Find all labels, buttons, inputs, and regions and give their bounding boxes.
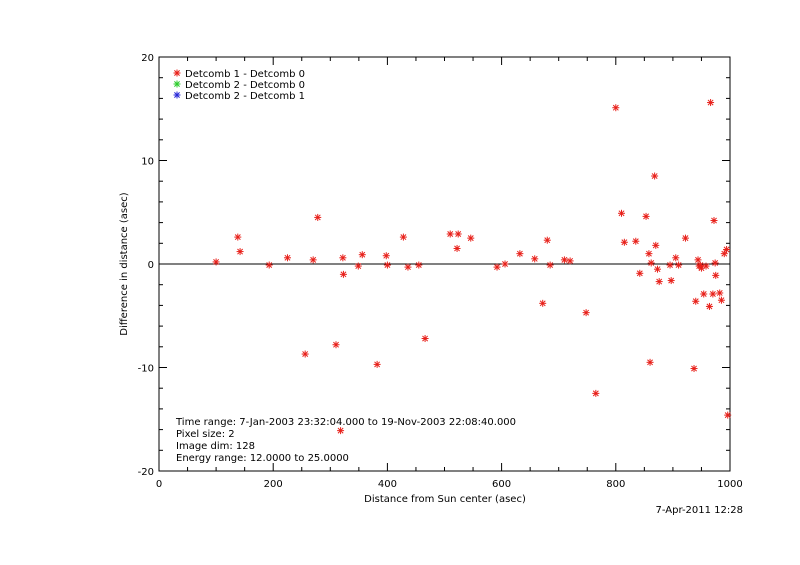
- data-point: [667, 277, 675, 285]
- x-tick-label: 1000: [717, 479, 742, 490]
- y-tick-label: -20: [138, 467, 154, 478]
- x-tick-label: 400: [378, 479, 397, 490]
- data-point: [373, 360, 381, 368]
- data-point: [234, 233, 242, 241]
- data-point: [415, 261, 423, 269]
- data-point: [446, 230, 454, 238]
- x-tick-label: 600: [492, 479, 511, 490]
- y-tick-label: 0: [148, 260, 154, 271]
- legend-label: Detcomb 1 - Detcomb 0: [185, 69, 305, 80]
- data-point: [566, 257, 574, 265]
- legend-marker: [173, 69, 181, 77]
- data-point: [531, 255, 539, 263]
- y-tick-label: 20: [141, 53, 154, 64]
- data-point: [582, 309, 590, 317]
- y-axis-title: Difference in distance (asec): [119, 192, 130, 335]
- data-point: [382, 252, 390, 260]
- y-tick-label: -10: [138, 364, 154, 375]
- legend-label: Detcomb 2 - Detcomb 1: [185, 91, 305, 102]
- data-point: [501, 260, 509, 268]
- data-point: [560, 256, 568, 264]
- data-point: [493, 263, 501, 271]
- data-point: [339, 254, 347, 262]
- x-tick-label: 800: [606, 479, 625, 490]
- data-point: [711, 259, 719, 267]
- x-axis-title: Distance from Sun center (asec): [364, 494, 526, 505]
- data-point: [354, 262, 362, 270]
- data-point: [655, 278, 663, 286]
- x-tick-label: 0: [156, 479, 162, 490]
- data-point: [404, 263, 412, 271]
- data-point: [618, 209, 626, 217]
- data-point: [421, 335, 429, 343]
- data-point: [652, 241, 660, 249]
- data-point: [539, 299, 547, 307]
- data-point: [309, 256, 317, 264]
- data-point: [632, 237, 640, 245]
- data-point: [543, 236, 551, 244]
- energy-range-text: Energy range: 12.0000 to 25.0000: [176, 453, 349, 464]
- time-range-text: Time range: 7-Jan-2003 23:32:04.000 to 1…: [175, 417, 516, 428]
- data-point: [710, 217, 718, 225]
- data-point: [724, 411, 732, 419]
- data-point: [339, 270, 347, 278]
- data-point: [265, 261, 273, 269]
- data-point: [212, 258, 220, 266]
- plot-timestamp: 7-Apr-2011 12:28: [656, 505, 743, 516]
- data-point: [337, 427, 345, 435]
- data-point: [283, 254, 291, 262]
- data-point: [675, 261, 683, 269]
- data-point: [700, 290, 708, 298]
- legend-marker: [173, 91, 181, 99]
- data-point: [723, 246, 731, 254]
- data-point: [399, 233, 407, 241]
- pixel-size-text: Pixel size: 2: [176, 429, 235, 440]
- data-point: [454, 230, 462, 238]
- data-point: [653, 265, 661, 273]
- data-point: [546, 261, 554, 269]
- data-point: [636, 269, 644, 277]
- run-info: Time range: 7-Jan-2003 23:32:04.000 to 1…: [175, 417, 516, 464]
- data-point: [332, 341, 340, 349]
- data-point: [690, 365, 698, 373]
- data-point: [692, 297, 700, 305]
- data-point: [716, 289, 724, 297]
- data-point: [467, 234, 475, 242]
- data-point: [720, 250, 728, 258]
- data-point: [516, 250, 524, 258]
- data-point: [592, 389, 600, 397]
- image-dim-text: Image dim: 128: [176, 441, 255, 452]
- legend-marker: [173, 80, 181, 88]
- data-point: [717, 296, 725, 304]
- data-point: [642, 212, 650, 220]
- data-point: [301, 350, 309, 358]
- data-point: [681, 234, 689, 242]
- data-point: [646, 358, 654, 366]
- data-point: [712, 271, 720, 279]
- data-point: [620, 238, 628, 246]
- legend-label: Detcomb 2 - Detcomb 0: [185, 80, 305, 91]
- data-point: [696, 261, 704, 269]
- data-point: [672, 254, 680, 262]
- data-point: [314, 213, 322, 221]
- data-point: [645, 250, 653, 258]
- data-point: [651, 172, 659, 180]
- data-point: [612, 104, 620, 112]
- y-tick-label: 10: [141, 157, 154, 168]
- data-point: [705, 302, 713, 310]
- data-point: [666, 261, 674, 269]
- data-point: [702, 262, 710, 270]
- data-point: [236, 248, 244, 256]
- data-point: [709, 290, 717, 298]
- data-point: [358, 251, 366, 259]
- data-point: [707, 99, 715, 107]
- x-tick-label: 200: [264, 479, 283, 490]
- data-point: [453, 244, 461, 252]
- plot-area: 0 200 400 600 800 1000 20 10 0 -10 -20: [138, 53, 743, 490]
- data-point: [383, 261, 391, 269]
- data-point: [647, 259, 655, 267]
